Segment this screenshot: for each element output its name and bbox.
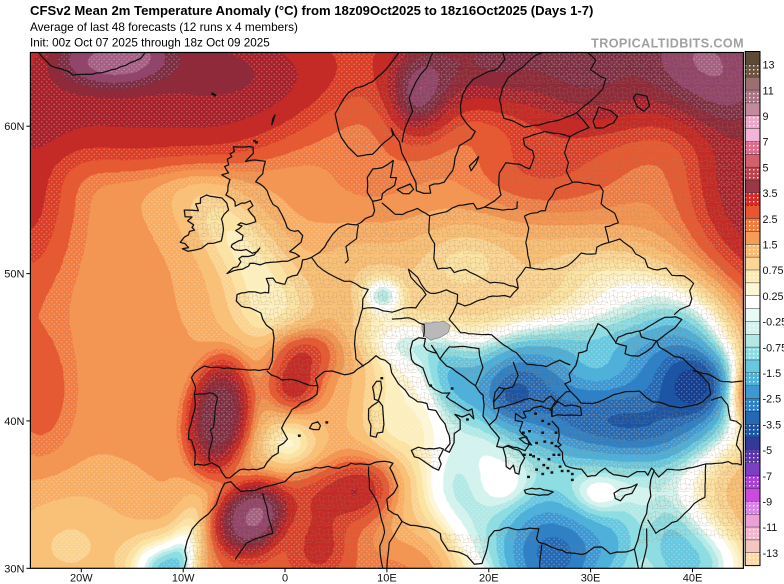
svg-text:13: 13: [763, 60, 775, 72]
svg-text:3.5: 3.5: [763, 188, 778, 200]
svg-text:-3.5: -3.5: [763, 419, 782, 431]
svg-text:20W: 20W: [70, 572, 93, 584]
svg-text:40E: 40E: [683, 572, 703, 584]
svg-text:30E: 30E: [581, 572, 601, 584]
svg-text:-11: -11: [763, 522, 778, 534]
svg-text:30N: 30N: [4, 563, 24, 575]
svg-text:10E: 10E: [377, 572, 397, 584]
svg-text:0.25: 0.25: [763, 291, 784, 303]
svg-text:-7: -7: [763, 471, 773, 483]
svg-text:20E: 20E: [479, 572, 499, 584]
svg-text:40N: 40N: [4, 416, 24, 428]
svg-text:-9: -9: [763, 497, 773, 509]
svg-text:50N: 50N: [4, 269, 24, 281]
svg-text:Average of last 48 forecasts (: Average of last 48 forecasts (12 runs x …: [30, 20, 298, 34]
svg-text:0.75: 0.75: [763, 265, 784, 277]
svg-text:2.5: 2.5: [763, 214, 778, 226]
svg-text:11: 11: [763, 85, 774, 97]
svg-text:-0.25: -0.25: [763, 317, 784, 329]
svg-text:60N: 60N: [4, 121, 24, 133]
svg-text:-0.75: -0.75: [763, 342, 784, 354]
svg-text:10W: 10W: [172, 572, 195, 584]
svg-text:7: 7: [763, 137, 769, 149]
svg-text:-13: -13: [763, 548, 779, 560]
svg-text:TROPICALTIDBITS.COM: TROPICALTIDBITS.COM: [591, 37, 744, 51]
svg-text:-5: -5: [763, 445, 773, 457]
svg-text:-1.5: -1.5: [763, 368, 782, 380]
svg-text:Init: 00z Oct 07 2025 through: Init: 00z Oct 07 2025 through 18z Oct 09…: [30, 37, 270, 50]
svg-text:0: 0: [282, 572, 288, 584]
svg-text:CFSv2 Mean 2m Temperature Anom: CFSv2 Mean 2m Temperature Anomaly (°C) f…: [30, 3, 593, 18]
svg-text:9: 9: [763, 111, 769, 123]
svg-text:1.5: 1.5: [763, 240, 778, 252]
svg-text:-2.5: -2.5: [763, 394, 782, 406]
svg-text:5: 5: [763, 162, 769, 174]
